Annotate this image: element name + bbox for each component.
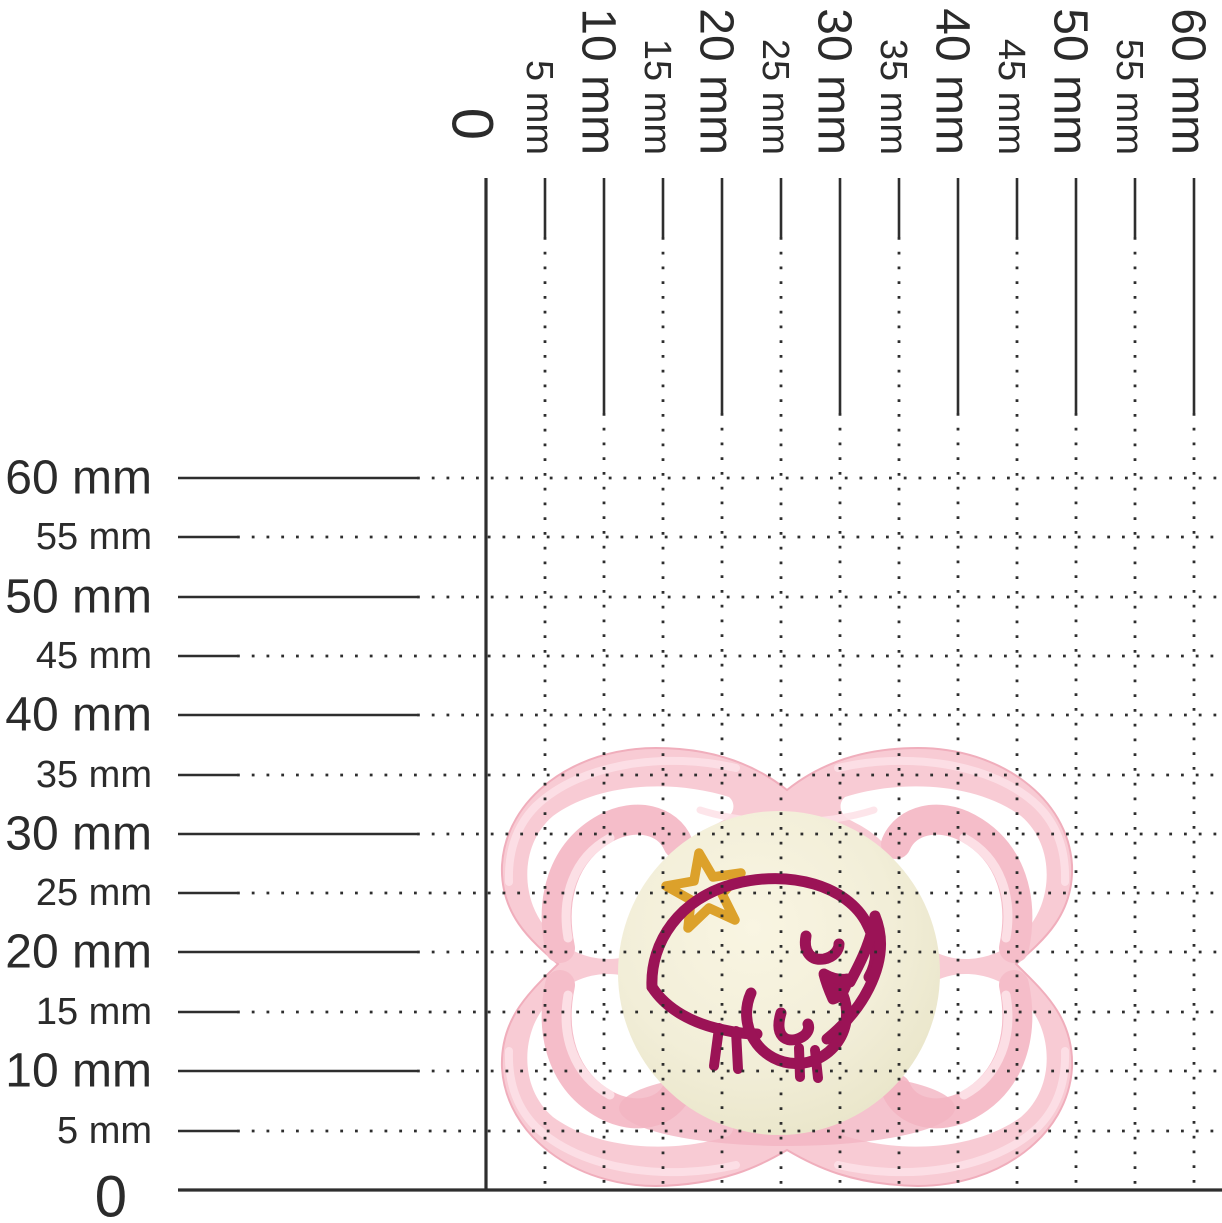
pacifier-button xyxy=(618,811,940,1135)
y-tick-label: 20 mm xyxy=(5,926,152,979)
bird-leg xyxy=(709,1023,724,1071)
y-tick-label: 30 mm xyxy=(5,808,152,861)
y-tick-label: 10 mm xyxy=(5,1045,152,1098)
y-tick-label: 60 mm xyxy=(5,452,152,505)
pacifier xyxy=(502,748,1072,1186)
x-tick-label: 10 mm xyxy=(572,8,625,155)
y-tick-label: 15 mm xyxy=(36,991,152,1033)
x-tick-label: 30 mm xyxy=(808,8,861,155)
bird-legs xyxy=(709,1023,823,1083)
x-tick-label: 45 mm xyxy=(990,39,1032,155)
x-tick-label: 15 mm xyxy=(636,39,678,155)
bird-leg xyxy=(794,1043,805,1082)
y-origin-label: 0 xyxy=(95,1165,127,1223)
bird-graphic xyxy=(646,873,886,1083)
x-tick-label: 25 mm xyxy=(754,39,796,155)
x-origin-label: 0 xyxy=(440,108,505,140)
bird-leg xyxy=(731,1026,743,1074)
y-tick-label: 45 mm xyxy=(36,635,152,677)
y-tick-label: 25 mm xyxy=(36,872,152,914)
x-tick-label: 20 mm xyxy=(690,8,743,155)
x-tick-label: 40 mm xyxy=(926,8,979,155)
y-tick-label: 55 mm xyxy=(36,516,152,558)
x-tick-label: 35 mm xyxy=(872,39,914,155)
y-tick-label: 40 mm xyxy=(5,689,152,742)
ruler-labels: 0 5 mm 10 mm 15 mm 20 mm 25 mm 30 mm 35 … xyxy=(5,8,1214,1223)
x-tick-label: 55 mm xyxy=(1108,39,1150,155)
y-tick-label: 35 mm xyxy=(36,754,152,796)
x-tick-label: 60 mm xyxy=(1162,8,1215,155)
bird-belly-wing-curl xyxy=(773,1007,815,1046)
star-icon xyxy=(661,848,746,933)
bird-beak xyxy=(818,968,853,1005)
bird-leg xyxy=(810,1045,823,1083)
x-tick-label: 50 mm xyxy=(1044,8,1097,155)
y-tick-label: 50 mm xyxy=(5,571,152,624)
x-tick-label: 5 mm xyxy=(518,60,560,155)
y-tick-label: 5 mm xyxy=(57,1110,152,1152)
bird-closed-eye xyxy=(799,930,845,965)
ruler-grid xyxy=(178,178,1222,1192)
